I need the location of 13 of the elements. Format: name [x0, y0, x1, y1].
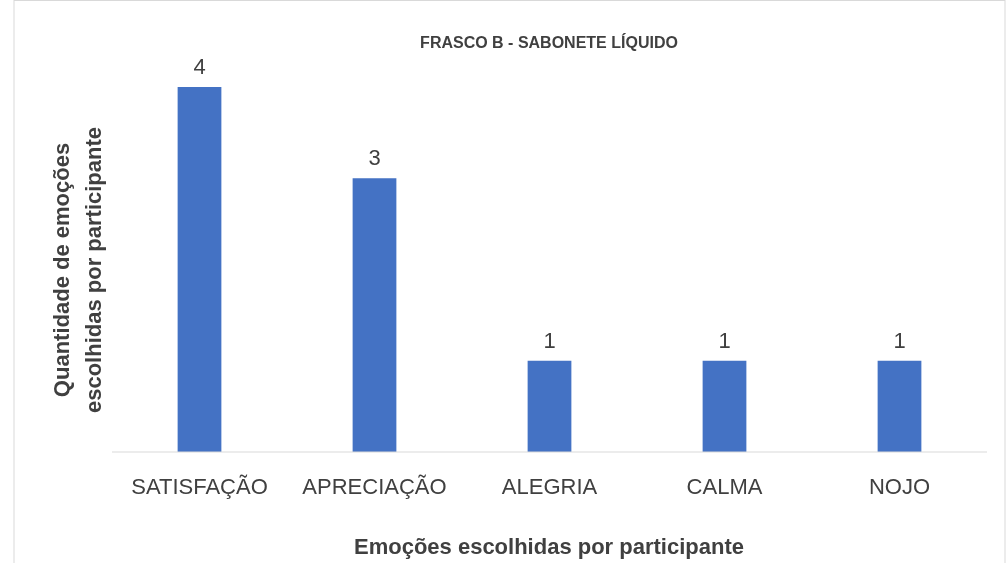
x-axis-title: Emoções escolhidas por participante: [353, 534, 745, 559]
x-tick-label: APRECIAÇÃO: [302, 474, 447, 499]
y-axis-title: Quantidade de emoções escolhidas por participante: [49, 126, 106, 414]
data-label: 4: [193, 54, 206, 79]
x-tick-label: ALEGRIA: [501, 474, 598, 499]
data-label: 1: [718, 327, 731, 353]
data-label: 3: [368, 145, 381, 171]
data-label: 1: [543, 327, 556, 353]
x-tick-label: CALMA: [686, 474, 763, 499]
x-tick-label: NOJO: [868, 474, 931, 499]
chart-title: FRASCO B - SABONETE LÍQUIDO: [420, 33, 678, 51]
data-label: 1: [893, 327, 906, 353]
x-tick-label: SATISFAÇÃO: [131, 474, 268, 499]
